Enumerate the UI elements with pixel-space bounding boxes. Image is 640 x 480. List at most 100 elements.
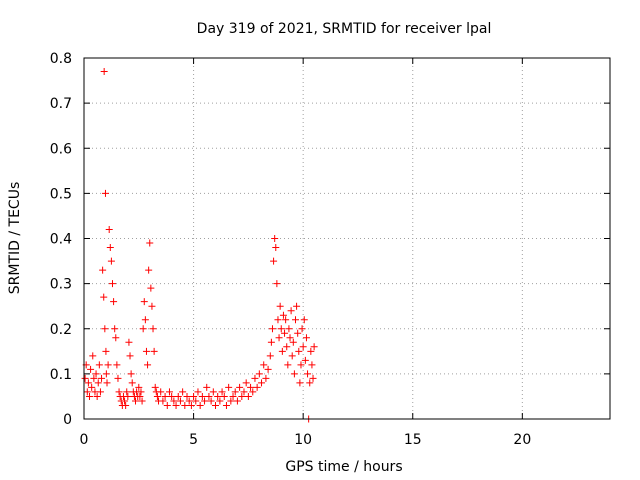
data-point xyxy=(260,361,268,369)
data-point xyxy=(244,392,252,400)
data-point xyxy=(104,361,112,369)
data-point xyxy=(121,397,129,405)
data-point xyxy=(271,235,279,242)
data-point xyxy=(306,379,314,387)
data-point xyxy=(103,379,111,387)
data-point xyxy=(153,392,161,400)
data-point xyxy=(90,374,98,382)
data-point xyxy=(128,379,136,387)
data-point xyxy=(141,316,149,324)
data-point xyxy=(139,325,147,333)
data-point xyxy=(85,392,93,400)
data-point xyxy=(216,397,224,405)
y-tick-label: 0.1 xyxy=(50,367,72,383)
data-point xyxy=(127,370,135,378)
data-point xyxy=(145,266,153,274)
data-point xyxy=(283,343,291,351)
data-point xyxy=(242,379,250,387)
data-point xyxy=(174,392,182,400)
data-point xyxy=(81,374,89,382)
data-point xyxy=(268,325,276,333)
x-tick-label: 0 xyxy=(80,432,89,448)
data-point xyxy=(201,397,209,405)
data-point xyxy=(284,361,292,369)
data-point xyxy=(309,374,317,382)
data-point xyxy=(100,293,108,301)
y-tick-label: 0.5 xyxy=(50,186,72,202)
data-point xyxy=(126,352,134,360)
x-tick-label: 20 xyxy=(513,432,531,448)
data-point xyxy=(94,379,102,387)
data-point xyxy=(83,388,91,396)
data-point xyxy=(102,347,110,355)
data-point xyxy=(99,266,107,274)
data-point xyxy=(113,361,121,369)
ticks-layer: 0 5 10 15 20 0 0.1 0.2 0.3 0.4 0.5 0.6 0.7 0.8 xyxy=(50,51,610,448)
data-point xyxy=(222,401,230,409)
data-point xyxy=(238,392,246,400)
data-point xyxy=(101,325,109,333)
data-point xyxy=(181,401,189,409)
data-point xyxy=(125,338,133,346)
data-point xyxy=(285,325,293,333)
data-point xyxy=(236,383,244,391)
data-point xyxy=(123,388,131,396)
data-point xyxy=(168,392,176,400)
data-point xyxy=(214,392,222,400)
data-point xyxy=(144,361,152,369)
y-axis-label: SRMTID / TECUs xyxy=(7,182,23,295)
data-point xyxy=(110,298,118,306)
data-point xyxy=(150,347,158,355)
data-point xyxy=(96,388,104,396)
data-point xyxy=(190,392,198,400)
data-point xyxy=(87,365,95,373)
data-point xyxy=(272,244,280,252)
data-point xyxy=(266,352,274,360)
data-point xyxy=(114,374,122,382)
y-tick-label: 0.4 xyxy=(50,232,72,248)
data-point xyxy=(170,397,178,405)
data-point xyxy=(288,352,296,360)
data-point xyxy=(106,244,114,252)
data-point xyxy=(112,334,120,342)
data-point xyxy=(302,334,310,342)
data-point xyxy=(138,397,146,405)
data-point xyxy=(218,388,226,396)
data-point xyxy=(295,347,303,355)
data-point xyxy=(137,388,145,396)
data-point xyxy=(278,347,286,355)
data-point xyxy=(192,397,200,405)
data-point xyxy=(258,379,266,387)
data-point xyxy=(92,370,100,378)
data-point xyxy=(149,325,157,333)
chart-title: Day 319 of 2021, SRMTID for receiver lpa… xyxy=(197,21,492,37)
data-point xyxy=(165,388,173,396)
data-point xyxy=(124,392,132,400)
data-point xyxy=(227,397,235,405)
data-point xyxy=(276,302,284,310)
data-point xyxy=(209,388,217,396)
y-tick-label: 0.7 xyxy=(50,96,72,112)
data-point xyxy=(298,325,306,333)
data-point xyxy=(100,68,108,76)
data-point xyxy=(299,343,307,351)
data-point xyxy=(290,370,298,378)
data-point xyxy=(142,347,150,355)
data-point xyxy=(194,388,202,396)
data-point xyxy=(179,388,187,396)
data-point xyxy=(132,397,140,405)
data-point xyxy=(291,316,299,324)
x-axis-label: GPS time / hours xyxy=(285,459,402,475)
data-point xyxy=(108,280,116,288)
data-point xyxy=(262,374,270,382)
data-point xyxy=(289,338,297,346)
data-point xyxy=(161,392,169,400)
data-point xyxy=(273,280,281,288)
data-point xyxy=(140,298,148,306)
data-point xyxy=(240,388,248,396)
data-point xyxy=(93,392,101,400)
data-point xyxy=(287,307,295,315)
data-point xyxy=(231,388,239,396)
